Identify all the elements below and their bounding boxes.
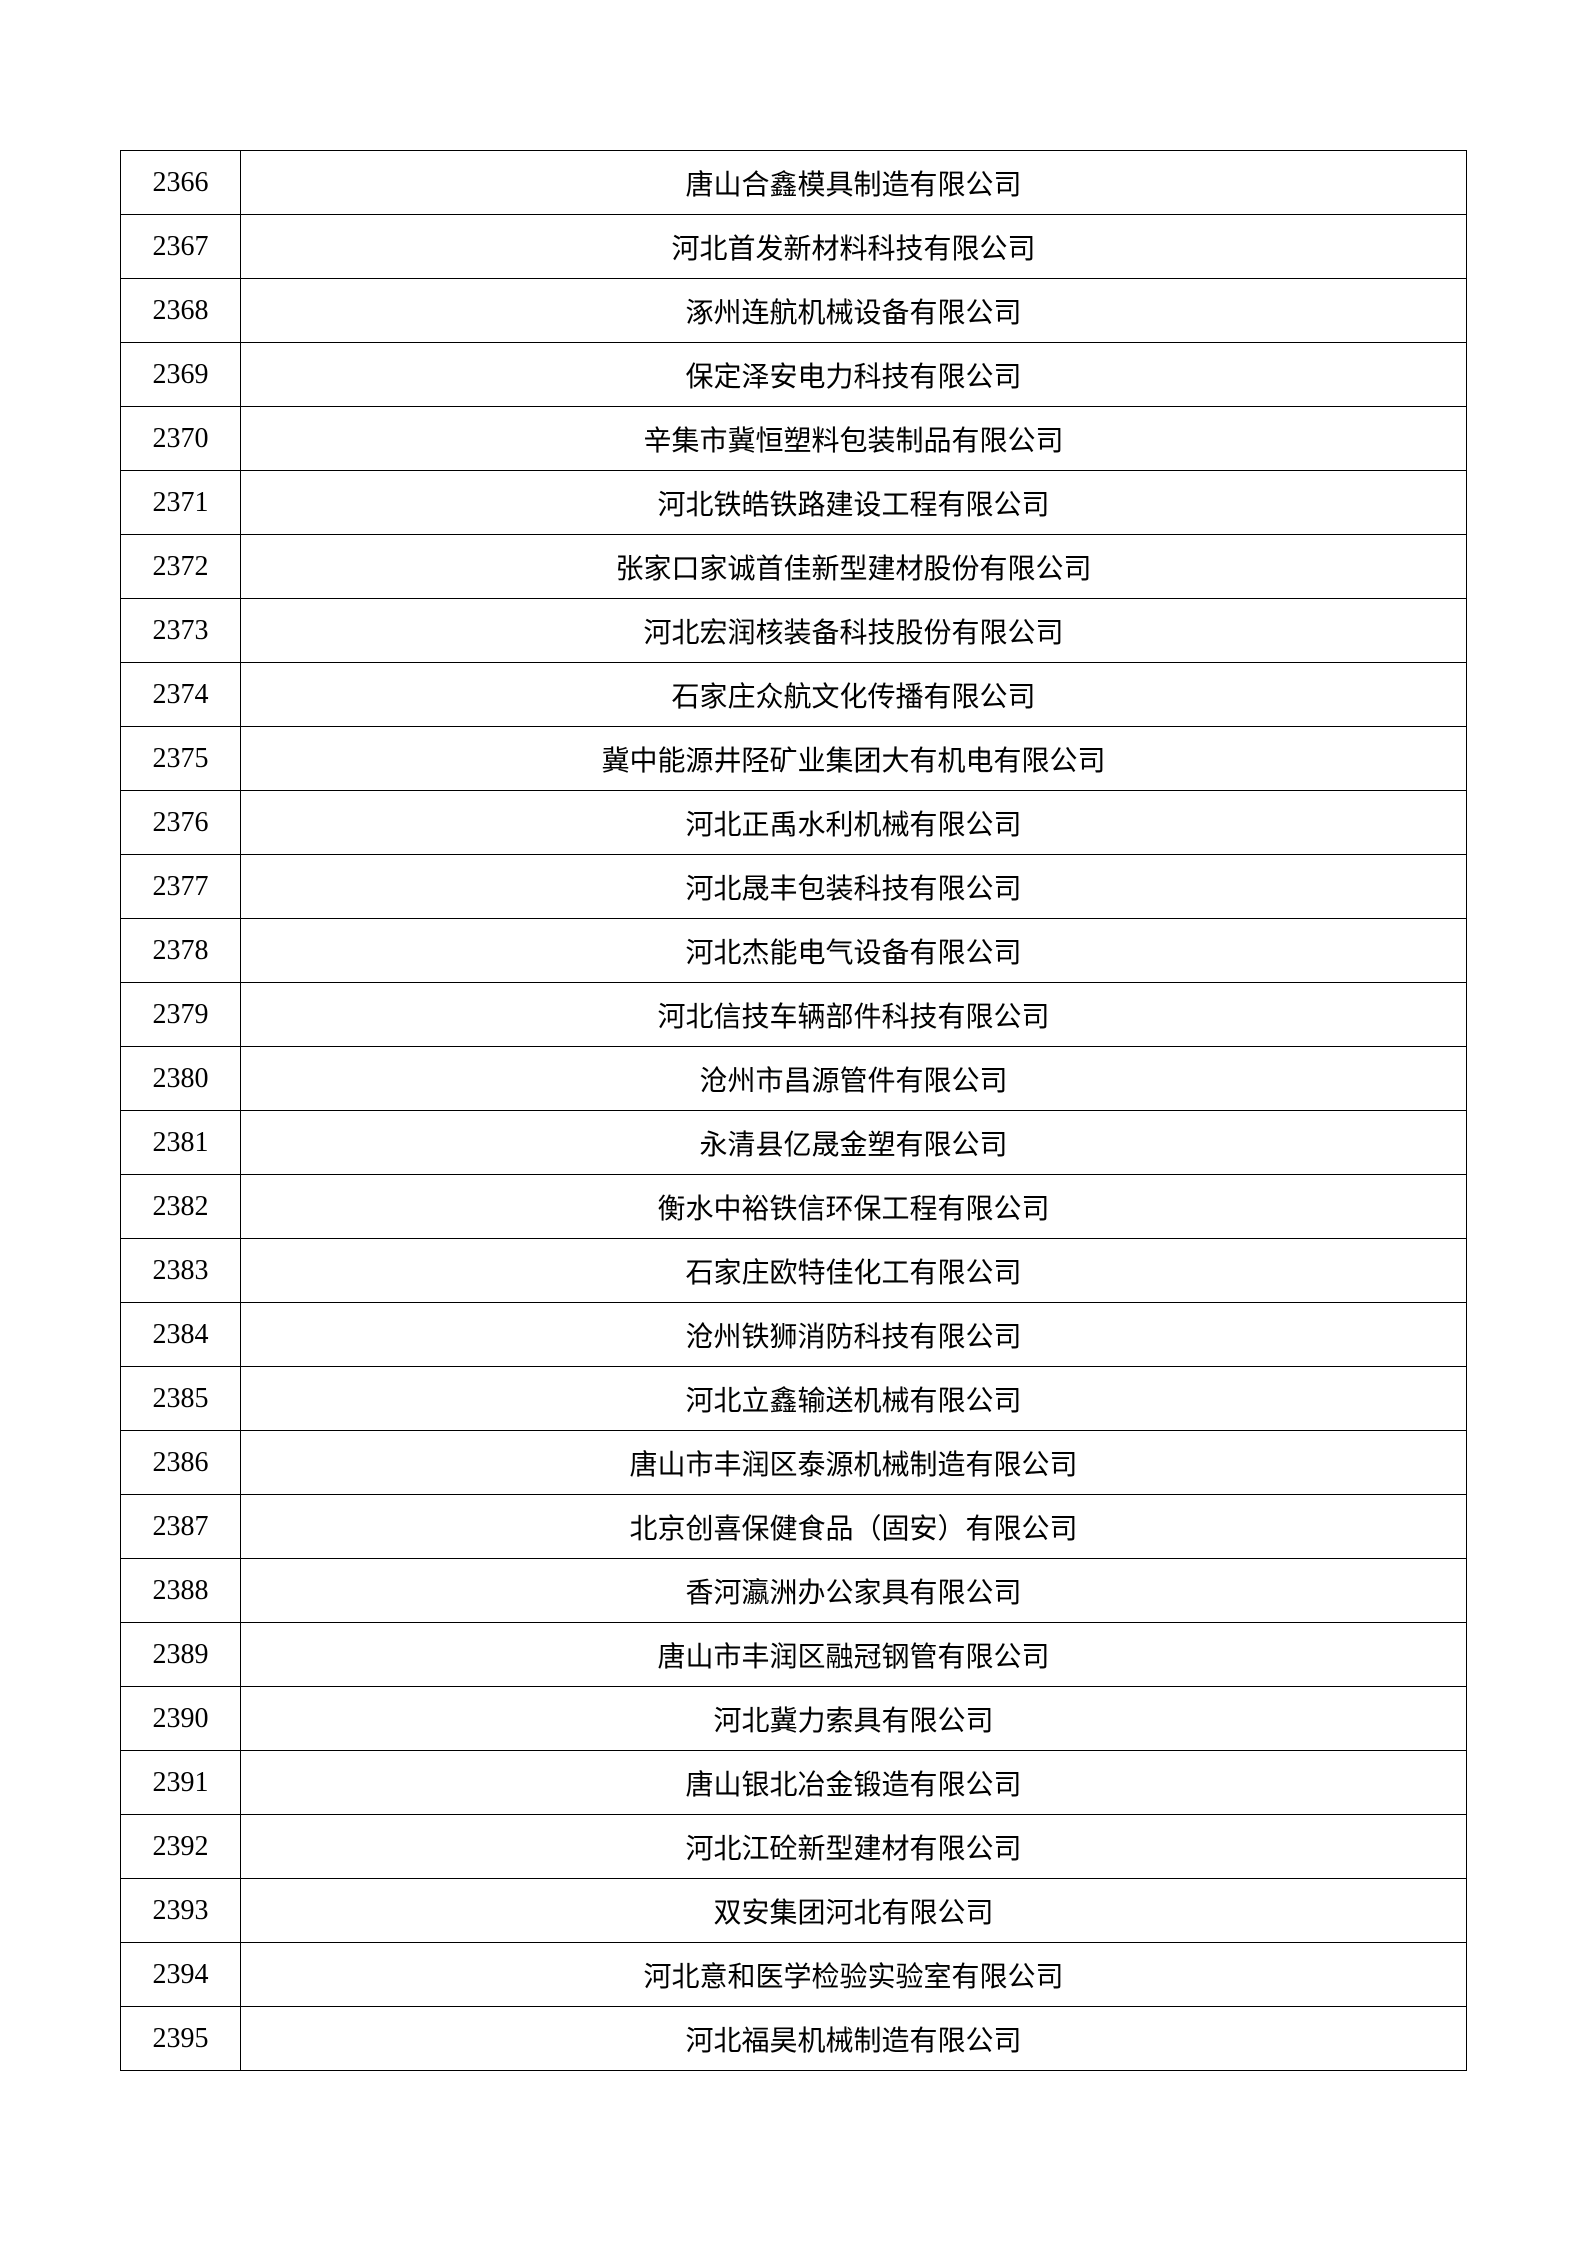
cell-id: 2385 bbox=[121, 1367, 241, 1431]
cell-id: 2367 bbox=[121, 215, 241, 279]
cell-id: 2384 bbox=[121, 1303, 241, 1367]
cell-id: 2374 bbox=[121, 663, 241, 727]
cell-company-name: 辛集市冀恒塑料包装制品有限公司 bbox=[241, 407, 1467, 471]
cell-company-name: 河北正禹水利机械有限公司 bbox=[241, 791, 1467, 855]
cell-company-name: 衡水中裕铁信环保工程有限公司 bbox=[241, 1175, 1467, 1239]
cell-company-name: 双安集团河北有限公司 bbox=[241, 1879, 1467, 1943]
cell-company-name: 河北杰能电气设备有限公司 bbox=[241, 919, 1467, 983]
table-row: 2370辛集市冀恒塑料包装制品有限公司 bbox=[121, 407, 1467, 471]
table-row: 2377河北晟丰包装科技有限公司 bbox=[121, 855, 1467, 919]
cell-company-name: 涿州连航机械设备有限公司 bbox=[241, 279, 1467, 343]
table-row: 2373河北宏润核装备科技股份有限公司 bbox=[121, 599, 1467, 663]
cell-id: 2387 bbox=[121, 1495, 241, 1559]
cell-company-name: 河北首发新材料科技有限公司 bbox=[241, 215, 1467, 279]
table-row: 2394河北意和医学检验实验室有限公司 bbox=[121, 1943, 1467, 2007]
cell-company-name: 唐山市丰润区融冠钢管有限公司 bbox=[241, 1623, 1467, 1687]
cell-company-name: 香河瀛洲办公家具有限公司 bbox=[241, 1559, 1467, 1623]
cell-id: 2371 bbox=[121, 471, 241, 535]
cell-company-name: 沧州铁狮消防科技有限公司 bbox=[241, 1303, 1467, 1367]
cell-company-name: 唐山银北冶金锻造有限公司 bbox=[241, 1751, 1467, 1815]
cell-company-name: 河北意和医学检验实验室有限公司 bbox=[241, 1943, 1467, 2007]
cell-company-name: 河北晟丰包装科技有限公司 bbox=[241, 855, 1467, 919]
table-row: 2375冀中能源井陉矿业集团大有机电有限公司 bbox=[121, 727, 1467, 791]
table-row: 2392河北江砼新型建材有限公司 bbox=[121, 1815, 1467, 1879]
cell-id: 2378 bbox=[121, 919, 241, 983]
cell-id: 2392 bbox=[121, 1815, 241, 1879]
cell-company-name: 张家口家诚首佳新型建材股份有限公司 bbox=[241, 535, 1467, 599]
table-row: 2383石家庄欧特佳化工有限公司 bbox=[121, 1239, 1467, 1303]
cell-id: 2370 bbox=[121, 407, 241, 471]
cell-company-name: 河北宏润核装备科技股份有限公司 bbox=[241, 599, 1467, 663]
cell-id: 2389 bbox=[121, 1623, 241, 1687]
table-row: 2369保定泽安电力科技有限公司 bbox=[121, 343, 1467, 407]
cell-id: 2394 bbox=[121, 1943, 241, 2007]
table-row: 2379河北信技车辆部件科技有限公司 bbox=[121, 983, 1467, 1047]
table-row: 2391唐山银北冶金锻造有限公司 bbox=[121, 1751, 1467, 1815]
cell-company-name: 河北立鑫输送机械有限公司 bbox=[241, 1367, 1467, 1431]
cell-company-name: 石家庄众航文化传播有限公司 bbox=[241, 663, 1467, 727]
table-row: 2382衡水中裕铁信环保工程有限公司 bbox=[121, 1175, 1467, 1239]
cell-id: 2372 bbox=[121, 535, 241, 599]
cell-id: 2366 bbox=[121, 151, 241, 215]
page-content: 2366唐山合鑫模具制造有限公司2367河北首发新材料科技有限公司2368涿州连… bbox=[0, 0, 1587, 2221]
cell-id: 2395 bbox=[121, 2007, 241, 2071]
table-row: 2390河北冀力索具有限公司 bbox=[121, 1687, 1467, 1751]
table-row: 2367河北首发新材料科技有限公司 bbox=[121, 215, 1467, 279]
cell-id: 2382 bbox=[121, 1175, 241, 1239]
cell-id: 2381 bbox=[121, 1111, 241, 1175]
cell-id: 2369 bbox=[121, 343, 241, 407]
cell-company-name: 河北福昊机械制造有限公司 bbox=[241, 2007, 1467, 2071]
table-row: 2368涿州连航机械设备有限公司 bbox=[121, 279, 1467, 343]
table-row: 2384沧州铁狮消防科技有限公司 bbox=[121, 1303, 1467, 1367]
cell-company-name: 唐山合鑫模具制造有限公司 bbox=[241, 151, 1467, 215]
cell-id: 2386 bbox=[121, 1431, 241, 1495]
cell-id: 2379 bbox=[121, 983, 241, 1047]
cell-id: 2388 bbox=[121, 1559, 241, 1623]
table-row: 2395河北福昊机械制造有限公司 bbox=[121, 2007, 1467, 2071]
cell-id: 2383 bbox=[121, 1239, 241, 1303]
table-row: 2374石家庄众航文化传播有限公司 bbox=[121, 663, 1467, 727]
cell-id: 2368 bbox=[121, 279, 241, 343]
cell-company-name: 北京创喜保健食品（固安）有限公司 bbox=[241, 1495, 1467, 1559]
cell-id: 2393 bbox=[121, 1879, 241, 1943]
table-row: 2387北京创喜保健食品（固安）有限公司 bbox=[121, 1495, 1467, 1559]
table-row: 2371河北铁皓铁路建设工程有限公司 bbox=[121, 471, 1467, 535]
cell-company-name: 永清县亿晟金塑有限公司 bbox=[241, 1111, 1467, 1175]
table-row: 2385河北立鑫输送机械有限公司 bbox=[121, 1367, 1467, 1431]
cell-company-name: 沧州市昌源管件有限公司 bbox=[241, 1047, 1467, 1111]
cell-company-name: 唐山市丰润区泰源机械制造有限公司 bbox=[241, 1431, 1467, 1495]
table-row: 2366唐山合鑫模具制造有限公司 bbox=[121, 151, 1467, 215]
cell-id: 2377 bbox=[121, 855, 241, 919]
cell-id: 2380 bbox=[121, 1047, 241, 1111]
cell-company-name: 冀中能源井陉矿业集团大有机电有限公司 bbox=[241, 727, 1467, 791]
table-row: 2389唐山市丰润区融冠钢管有限公司 bbox=[121, 1623, 1467, 1687]
table-body: 2366唐山合鑫模具制造有限公司2367河北首发新材料科技有限公司2368涿州连… bbox=[121, 151, 1467, 2071]
cell-company-name: 石家庄欧特佳化工有限公司 bbox=[241, 1239, 1467, 1303]
company-table: 2366唐山合鑫模具制造有限公司2367河北首发新材料科技有限公司2368涿州连… bbox=[120, 150, 1467, 2071]
table-row: 2386唐山市丰润区泰源机械制造有限公司 bbox=[121, 1431, 1467, 1495]
cell-id: 2390 bbox=[121, 1687, 241, 1751]
cell-company-name: 河北信技车辆部件科技有限公司 bbox=[241, 983, 1467, 1047]
table-row: 2378河北杰能电气设备有限公司 bbox=[121, 919, 1467, 983]
cell-company-name: 保定泽安电力科技有限公司 bbox=[241, 343, 1467, 407]
cell-company-name: 河北冀力索具有限公司 bbox=[241, 1687, 1467, 1751]
table-row: 2381永清县亿晟金塑有限公司 bbox=[121, 1111, 1467, 1175]
cell-id: 2373 bbox=[121, 599, 241, 663]
cell-id: 2375 bbox=[121, 727, 241, 791]
cell-company-name: 河北铁皓铁路建设工程有限公司 bbox=[241, 471, 1467, 535]
cell-company-name: 河北江砼新型建材有限公司 bbox=[241, 1815, 1467, 1879]
cell-id: 2391 bbox=[121, 1751, 241, 1815]
cell-id: 2376 bbox=[121, 791, 241, 855]
table-row: 2388香河瀛洲办公家具有限公司 bbox=[121, 1559, 1467, 1623]
table-row: 2393双安集团河北有限公司 bbox=[121, 1879, 1467, 1943]
table-row: 2372张家口家诚首佳新型建材股份有限公司 bbox=[121, 535, 1467, 599]
table-row: 2376河北正禹水利机械有限公司 bbox=[121, 791, 1467, 855]
table-row: 2380沧州市昌源管件有限公司 bbox=[121, 1047, 1467, 1111]
